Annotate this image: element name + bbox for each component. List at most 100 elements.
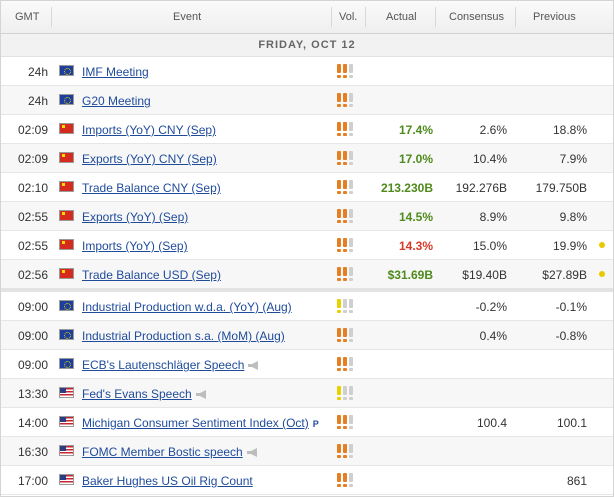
speech-icon [195,388,208,399]
previous-value: $27.89B [542,268,587,282]
event-link[interactable]: Imports (YoY) CNY (Sep) [82,123,216,137]
eu-flag-icon [59,94,74,105]
event-name[interactable]: Michigan Consumer Sentiment Index (Oct) [82,416,309,430]
event-name[interactable]: Fed's Evans Speech [82,387,192,401]
table-row[interactable]: 02:09 Imports (YoY) CNY (Sep) 17.4% 2.6% 18.… [1,115,613,144]
table-row[interactable]: 24h G20 Meeting [1,86,613,115]
consensus-value: 15.0% [472,239,507,253]
event-time: 24h [27,65,48,79]
actual-value: $31.69B [387,268,433,282]
event-name[interactable]: Exports (YoY) CNY (Sep) [82,152,217,166]
event-time: 24h [27,94,48,108]
previous-value: 7.9% [559,152,587,166]
consensus-value: 100.4 [476,416,507,430]
consensus-value: 2.6% [479,123,507,137]
previous-value: 19.9% [552,239,587,253]
event-link[interactable]: Industrial Production s.a. (MoM) (Aug) [82,329,285,343]
china-flag-icon [59,152,74,163]
table-row[interactable]: 09:00 ECB's Lautenschläger Speech [1,350,613,379]
revised-dot-icon [599,271,605,277]
day-separator: FRIDAY, OCT 12 [1,34,613,57]
event-link[interactable]: Fed's Evans Speech [82,387,208,401]
event-link[interactable]: Trade Balance CNY (Sep) [82,181,221,195]
china-flag-icon [59,181,74,192]
eu-flag-icon [59,300,74,311]
previous-value: -0.8% [555,329,587,343]
revised-dot-icon [599,242,605,248]
table-row[interactable]: 14:00 Michigan Consumer Sentiment Index (… [1,408,613,437]
event-link[interactable]: FOMC Member Bostic speech [82,445,259,459]
event-name[interactable]: Trade Balance USD (Sep) [82,268,221,282]
header-actual[interactable]: Actual [386,11,417,23]
table-header: GMT Event Vol. Actual Consensus Previous [1,1,613,34]
event-time: 14:00 [17,416,48,430]
event-name[interactable]: Baker Hughes US Oil Rig Count [82,474,253,488]
table-row[interactable]: 09:00 Industrial Production w.d.a. (YoY) … [1,292,613,321]
table-row[interactable]: 02:56 Trade Balance USD (Sep) $31.69B $19.4… [1,260,613,292]
us-flag-icon [59,445,74,456]
previous-value: 100.1 [556,416,587,430]
event-link[interactable]: Baker Hughes US Oil Rig Count [82,474,253,488]
table-row[interactable]: 02:55 Imports (YoY) (Sep) 14.3% 15.0% 19.9% [1,231,613,260]
event-name[interactable]: FOMC Member Bostic speech [82,445,243,459]
table-row[interactable]: 17:00 Baker Hughes US Oil Rig Count 861 [1,466,613,495]
event-time: 02:10 [17,181,48,195]
consensus-value: $19.40B [462,268,507,282]
table-row[interactable]: 09:00 Industrial Production s.a. (MoM) (A… [1,321,613,350]
actual-value: 17.4% [398,123,433,137]
header-divider [435,7,436,27]
consensus-value: 10.4% [472,152,507,166]
event-link[interactable]: Michigan Consumer Sentiment Index (Oct) P [82,416,319,430]
actual-value: 213.230B [380,181,433,195]
previous-value: 861 [566,474,587,488]
header-consensus[interactable]: Consensus [449,11,505,23]
previous-value: 9.8% [559,210,587,224]
event-time: 17:00 [17,474,48,488]
consensus-value: 192.276B [455,181,507,195]
table-row[interactable]: 02:09 Exports (YoY) CNY (Sep) 17.0% 10.4% 7.… [1,144,613,173]
event-time: 02:09 [17,152,48,166]
header-divider [365,7,366,27]
speech-icon [246,446,259,457]
header-previous[interactable]: Previous [533,11,576,23]
previous-value: -0.1% [555,300,587,314]
event-name[interactable]: Imports (YoY) CNY (Sep) [82,123,217,137]
event-link[interactable]: G20 Meeting [82,94,151,108]
event-name[interactable]: Industrial Production s.a. (MoM) (Aug) [82,329,285,343]
table-row[interactable]: 16:30 FOMC Member Bostic speech [1,437,613,466]
table-row[interactable]: 13:30 Fed's Evans Speech [1,379,613,408]
header-divider [331,7,332,27]
china-flag-icon [59,210,74,221]
event-link[interactable]: Imports (YoY) (Sep) [82,239,188,253]
event-link[interactable]: Industrial Production w.d.a. (YoY) (Aug) [82,300,292,314]
event-name[interactable]: IMF Meeting [82,65,149,79]
event-link[interactable]: IMF Meeting [82,65,149,79]
header-divider [515,7,516,27]
event-name[interactable]: ECB's Lautenschläger Speech [82,358,245,372]
event-name[interactable]: G20 Meeting [82,94,151,108]
event-link[interactable]: Exports (YoY) (Sep) [82,210,188,224]
china-flag-icon [59,239,74,250]
event-name[interactable]: Industrial Production w.d.a. (YoY) (Aug) [82,300,292,314]
event-link[interactable]: Trade Balance USD (Sep) [82,268,221,282]
table-row[interactable]: 02:10 Trade Balance CNY (Sep) 213.230B 192.… [1,173,613,202]
actual-value: 17.0% [398,152,433,166]
event-list: 24h IMF Meeting 24h G20 Meeting 02:09 Imports… [1,57,613,495]
us-flag-icon [59,416,74,427]
event-time: 16:30 [17,445,48,459]
event-link[interactable]: ECB's Lautenschläger Speech [82,358,260,372]
event-name[interactable]: Imports (YoY) (Sep) [82,239,188,253]
table-row[interactable]: 02:55 Exports (YoY) (Sep) 14.5% 8.9% 9.8% [1,202,613,231]
event-time: 02:09 [17,123,48,137]
header-event[interactable]: Event [173,11,202,23]
header-divider [51,7,52,27]
event-name[interactable]: Exports (YoY) (Sep) [82,210,189,224]
header-gmt[interactable]: GMT [15,11,40,23]
header-vol[interactable]: Vol. [339,11,358,23]
event-name[interactable]: Trade Balance CNY (Sep) [82,181,221,195]
china-flag-icon [59,123,74,134]
table-row[interactable]: 24h IMF Meeting [1,57,613,86]
actual-value: 14.5% [398,210,433,224]
event-link[interactable]: Exports (YoY) CNY (Sep) [82,152,217,166]
